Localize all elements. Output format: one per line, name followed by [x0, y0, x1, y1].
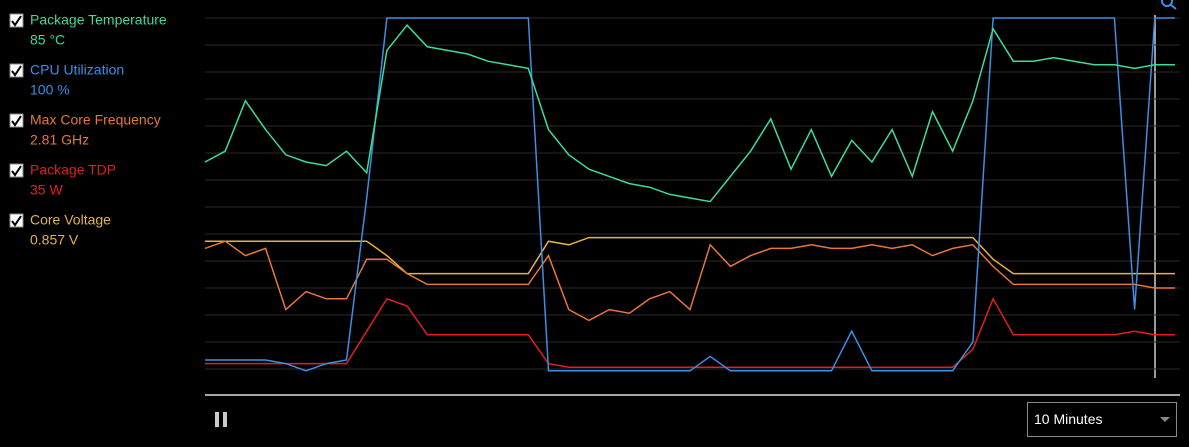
series-line: [204, 240, 1175, 322]
legend-reading: 2.81 GHz: [30, 132, 89, 148]
time-range-text: 10 Minutes: [1034, 411, 1103, 427]
legend-reading: 35 W: [30, 182, 63, 198]
time-range-select[interactable]: 10 Minutes: [1027, 402, 1177, 437]
checkbox[interactable]: [9, 213, 24, 228]
checkbox[interactable]: [9, 163, 24, 178]
series-line: [205, 236, 1175, 275]
legend-reading: 100 %: [30, 82, 70, 98]
checkmark: [11, 165, 22, 177]
legend-label: Package Temperature: [30, 12, 167, 28]
checkmark: [11, 115, 22, 127]
checkbox[interactable]: [9, 63, 24, 78]
zoom-icon[interactable]: [1161, 0, 1177, 10]
legend-label: Core Voltage: [30, 212, 111, 228]
checkmark: [11, 215, 22, 227]
checkmark: [11, 65, 22, 77]
series-line: [205, 297, 1175, 368]
checkmark: [11, 15, 22, 27]
legend-reading: 85 °C: [30, 32, 65, 48]
legend-label: CPU Utilization: [30, 62, 124, 78]
checkbox[interactable]: [9, 13, 24, 28]
series-line: [205, 17, 1175, 372]
checkbox[interactable]: [9, 113, 24, 128]
series-line: [204, 24, 1175, 203]
pause-button[interactable]: [215, 412, 227, 427]
legend-reading: 0.857 V: [30, 232, 79, 248]
legend-label: Max Core Frequency: [30, 112, 161, 128]
legend-label: Package TDP: [30, 162, 116, 178]
